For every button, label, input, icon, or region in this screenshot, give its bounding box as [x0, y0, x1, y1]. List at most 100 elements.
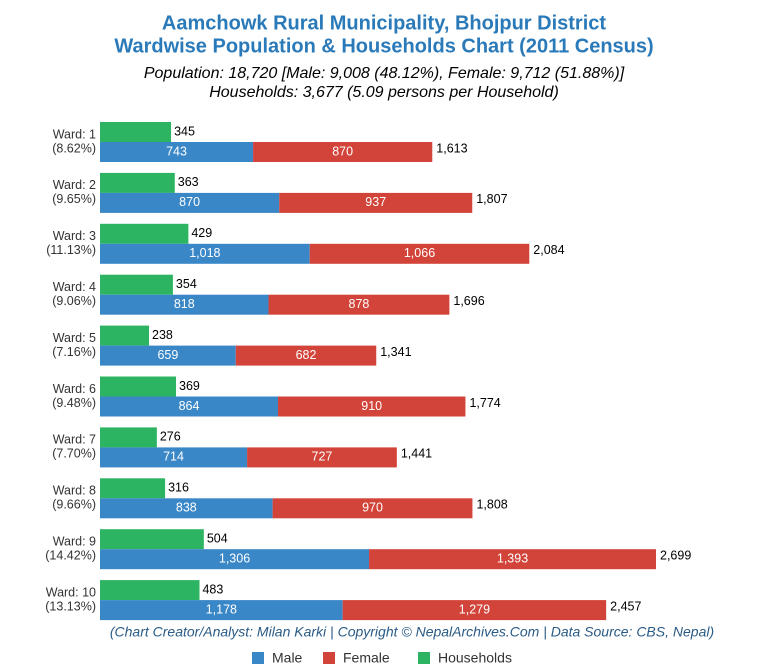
category-label: Ward: 7: [53, 433, 96, 447]
category-label: (13.13%): [45, 599, 96, 613]
data-label: 1,066: [404, 246, 435, 260]
legend-label: Households: [438, 650, 512, 666]
total-label: 1,613: [436, 141, 467, 155]
data-label: 878: [349, 297, 370, 311]
bar: [100, 345, 236, 366]
total-label: 1,441: [401, 447, 432, 461]
data-label: 354: [176, 277, 197, 291]
data-label: 743: [166, 144, 187, 158]
category-label: (9.65%): [52, 192, 96, 206]
category-label: Ward: 1: [53, 127, 96, 141]
bar: [100, 427, 157, 448]
chart-subtitle: Population: 18,720 [Male: 9,008 (48.12%)…: [144, 65, 625, 82]
bar: [100, 478, 166, 499]
bar: [309, 243, 530, 264]
data-label: 937: [365, 195, 386, 209]
category-label: (9.66%): [52, 498, 96, 512]
bar: [100, 192, 280, 213]
data-label: 727: [312, 450, 333, 464]
bar: [100, 549, 370, 570]
data-label: 970: [362, 501, 383, 515]
bar: [279, 192, 473, 213]
data-label: 682: [296, 348, 317, 362]
bar: [369, 549, 656, 570]
chart-title: Wardwise Population & Households Chart (…: [114, 35, 653, 57]
total-label: 1,808: [476, 498, 507, 512]
total-label: 1,774: [469, 396, 500, 410]
bar: [100, 142, 254, 162]
data-label: 429: [191, 226, 212, 240]
data-label: 504: [207, 531, 228, 545]
total-label: 2,457: [610, 599, 641, 613]
data-label: 870: [332, 144, 353, 158]
bar: [247, 447, 397, 468]
data-label: 910: [361, 399, 382, 413]
data-label: 838: [176, 501, 197, 515]
bar: [253, 142, 433, 162]
data-label: 864: [179, 399, 200, 413]
total-label: 2,084: [533, 243, 564, 257]
bar: [100, 274, 173, 295]
legend-label: Male: [272, 650, 303, 666]
data-label: 1,279: [459, 602, 490, 616]
data-label: 659: [157, 348, 178, 362]
bar: [100, 396, 278, 417]
bar: [100, 376, 177, 397]
bar: [100, 580, 200, 601]
category-label: Ward: 10: [46, 585, 96, 599]
category-label: (14.42%): [45, 548, 96, 562]
data-label: 1,178: [206, 602, 237, 616]
total-label: 1,696: [453, 294, 484, 308]
category-label: Ward: 3: [53, 229, 96, 243]
bar: [100, 223, 189, 244]
category-label: (8.62%): [52, 141, 96, 155]
category-label: Ward: 6: [53, 382, 96, 396]
data-label: 238: [152, 328, 173, 342]
data-label: 369: [179, 379, 200, 393]
legend-label: Female: [343, 650, 390, 666]
data-label: 818: [174, 297, 195, 311]
bar: [268, 294, 450, 315]
legend-swatch: [323, 652, 335, 664]
category-label: Ward: 8: [53, 484, 96, 498]
category-label: (9.06%): [52, 294, 96, 308]
bar: [272, 498, 473, 519]
category-label: Ward: 9: [53, 534, 96, 548]
data-label: 345: [174, 124, 195, 138]
legend-swatch: [252, 652, 264, 664]
data-label: 276: [160, 430, 181, 444]
bar: [100, 172, 175, 193]
legend-swatch: [418, 652, 430, 664]
bar: [100, 447, 248, 468]
category-label: Ward: 2: [53, 178, 96, 192]
bar: [100, 325, 150, 346]
bar: [100, 498, 273, 519]
bar: [100, 529, 204, 550]
bar: [235, 345, 377, 366]
chart-subtitle: Households: 3,677 (5.09 persons per Hous…: [209, 84, 559, 101]
bar: [100, 243, 310, 264]
caption: (Chart Creator/Analyst: Milan Karki | Co…: [110, 624, 714, 640]
bar: [277, 396, 466, 417]
category-label: (9.48%): [52, 396, 96, 410]
total-label: 1,807: [476, 192, 507, 206]
bar: [100, 600, 343, 621]
category-label: Ward: 4: [53, 280, 96, 294]
bar: [100, 294, 269, 315]
category-label: (7.70%): [52, 447, 96, 461]
data-label: 1,018: [189, 246, 220, 260]
total-label: 2,699: [660, 548, 691, 562]
chart-title: Aamchowk Rural Municipality, Bhojpur Dis…: [162, 12, 606, 34]
category-label: (11.13%): [46, 243, 96, 257]
category-label: Ward: 5: [53, 331, 96, 345]
data-label: 483: [202, 582, 223, 596]
data-label: 870: [179, 195, 200, 209]
data-label: 1,306: [219, 551, 250, 565]
total-label: 1,341: [380, 345, 411, 359]
data-label: 316: [168, 481, 189, 495]
data-label: 714: [163, 450, 184, 464]
bar: [342, 600, 607, 621]
data-label: 1,393: [497, 551, 528, 565]
category-label: (7.16%): [52, 345, 96, 359]
